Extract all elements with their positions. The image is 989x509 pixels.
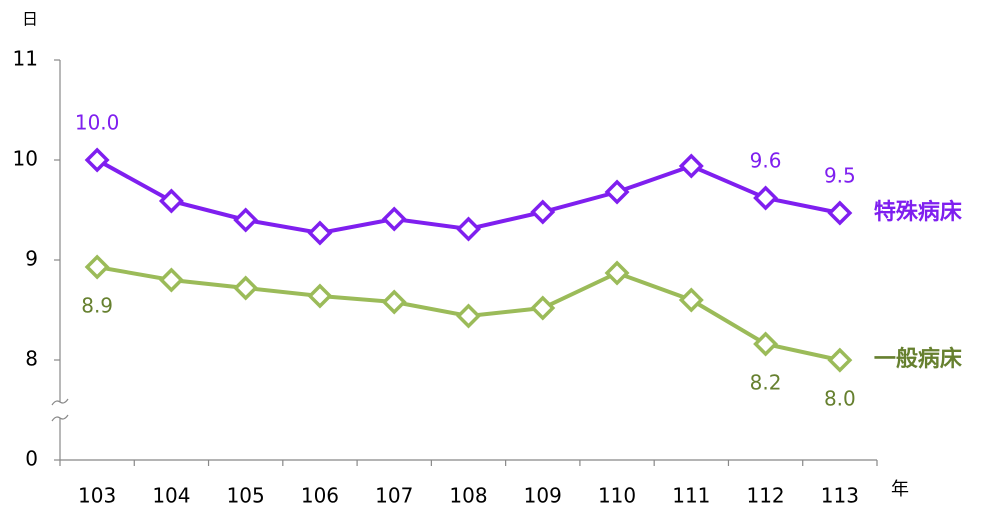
data-point [456, 303, 481, 329]
x-tick-label: 113 [821, 484, 859, 508]
data-label: 10.0 [75, 111, 120, 135]
data-point [753, 331, 779, 357]
x-tick-label: 110 [598, 484, 636, 508]
y-tick-label: 10 [13, 147, 38, 171]
y-axis-label: 日 [22, 10, 38, 29]
x-axis-label: 年 [891, 479, 909, 500]
data-point [604, 260, 630, 286]
axis-break [51, 414, 69, 422]
data-point [530, 295, 556, 321]
data-point [381, 206, 407, 232]
data-point [233, 207, 259, 233]
data-point [84, 147, 110, 173]
data-point [753, 185, 779, 211]
data-label: 8.2 [750, 371, 782, 395]
axis-break [51, 398, 69, 406]
data-point [307, 220, 333, 246]
y-tick-label: 11 [13, 47, 38, 71]
data-label: 9.5 [824, 164, 856, 188]
data-point [604, 179, 630, 205]
data-point [827, 347, 853, 373]
y-tick-label: 0 [25, 447, 38, 471]
data-label: 9.6 [750, 149, 782, 173]
data-point [530, 199, 556, 225]
x-tick-label: 112 [746, 484, 784, 508]
data-point [456, 216, 481, 242]
data-label: 8.9 [81, 294, 113, 318]
data-point [233, 275, 259, 301]
data-point [158, 267, 184, 293]
x-tick-label: 105 [227, 484, 265, 508]
x-tick-label: 111 [672, 484, 710, 508]
data-point [678, 153, 704, 179]
data-point [678, 287, 704, 313]
data-point [158, 188, 184, 214]
x-tick-label: 106 [301, 484, 339, 508]
series-label: 一般病床 [874, 346, 963, 372]
data-point [84, 254, 110, 280]
data-point [307, 283, 333, 309]
x-tick-label: 104 [152, 484, 190, 508]
data-point [381, 289, 407, 315]
x-tick-label: 107 [375, 484, 413, 508]
x-tick-label: 109 [524, 484, 562, 508]
y-tick-label: 8 [25, 347, 38, 371]
y-tick-label: 9 [25, 247, 38, 271]
series-label: 特殊病床 [874, 199, 963, 225]
x-tick-label: 103 [78, 484, 116, 508]
data-label: 8.0 [824, 387, 856, 411]
x-tick-label: 108 [449, 484, 487, 508]
data-point [827, 200, 853, 226]
